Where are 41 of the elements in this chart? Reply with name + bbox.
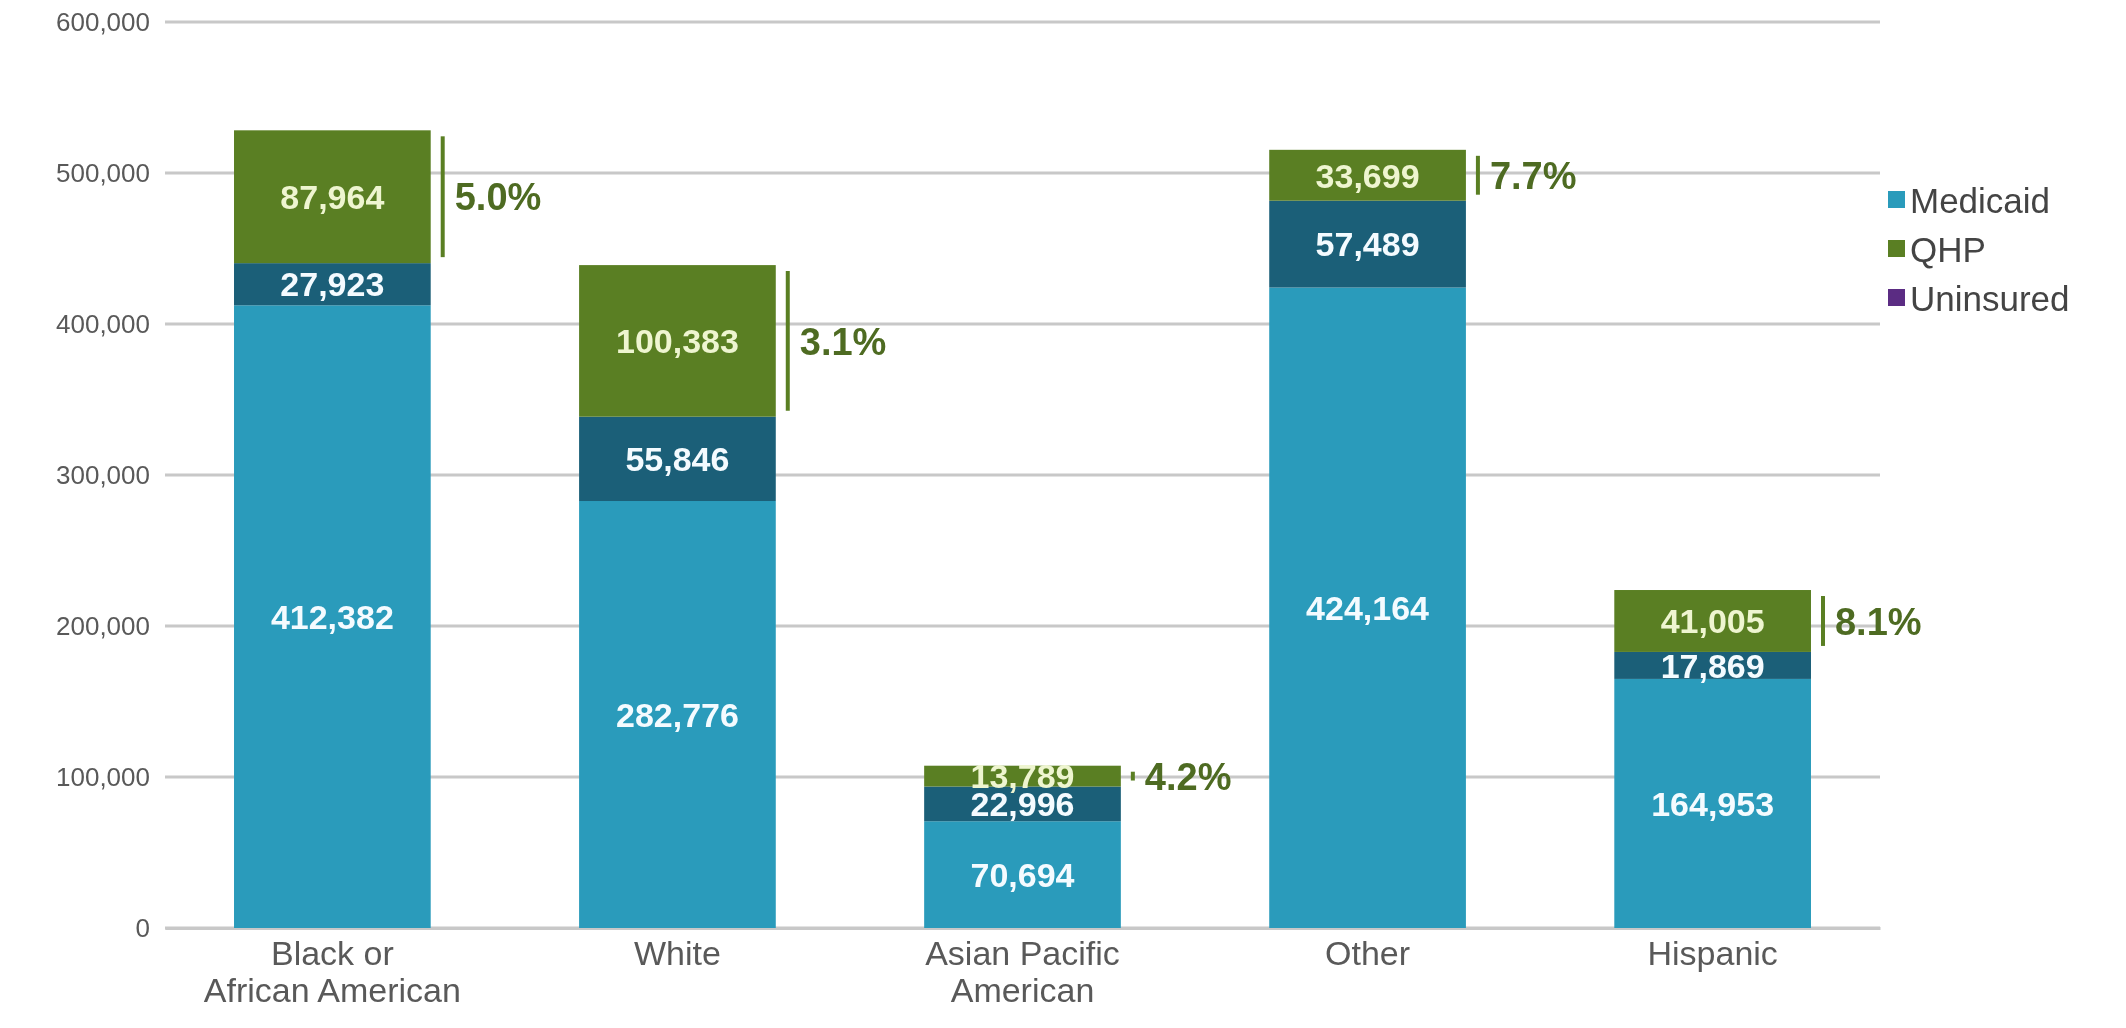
legend-label: Medicaid — [1910, 180, 2051, 220]
bar — [924, 821, 1121, 928]
y-tick-label: 0 — [135, 912, 150, 943]
y-tick-label: 600,000 — [56, 6, 150, 37]
bar — [579, 416, 776, 502]
annotation: 4.2% — [1144, 755, 1232, 798]
x-tick-label: Other — [1325, 934, 1411, 972]
bar — [579, 501, 776, 928]
bar — [1269, 200, 1466, 288]
data-label: 17,869 — [1660, 646, 1765, 685]
y-tick-label: 500,000 — [56, 157, 150, 188]
data-label: 57,489 — [1315, 225, 1420, 264]
data-label: 55,846 — [625, 440, 730, 479]
annotation: 8.1% — [1834, 600, 1922, 643]
data-label: 87,964 — [280, 177, 385, 216]
x-tick-label: White — [633, 934, 721, 972]
data-label: 100,383 — [615, 322, 739, 361]
legend-label: Uninsured — [1910, 278, 2070, 318]
annotation: 5.0% — [454, 176, 542, 219]
y-tick-label: 100,000 — [56, 761, 150, 792]
y-tick-label: 400,000 — [56, 308, 150, 339]
data-label: 282,776 — [615, 695, 739, 734]
annotation: 7.7% — [1489, 154, 1577, 197]
x-tick-label: Hispanic — [1647, 934, 1778, 972]
y-tick-label: 300,000 — [56, 459, 150, 490]
bar — [234, 130, 431, 264]
data-label: 27,923 — [280, 265, 385, 304]
data-label: 33,699 — [1315, 156, 1420, 195]
data-label: 424,164 — [1306, 589, 1430, 627]
data-label: 412,382 — [270, 597, 394, 636]
x-tick-label: Asian Pacific American — [925, 934, 1120, 1010]
bar — [234, 305, 431, 928]
y-tick-label: 200,000 — [56, 610, 150, 641]
data-label: 41,005 — [1660, 602, 1765, 641]
legend-label: QHP — [1910, 229, 1986, 269]
x-tick-label: Black or African American — [203, 934, 461, 1010]
data-label: 70,694 — [970, 855, 1075, 894]
bar — [579, 265, 776, 417]
bar — [1269, 287, 1466, 928]
data-label: 164,953 — [1651, 784, 1775, 823]
annotation: 3.1% — [799, 320, 887, 363]
